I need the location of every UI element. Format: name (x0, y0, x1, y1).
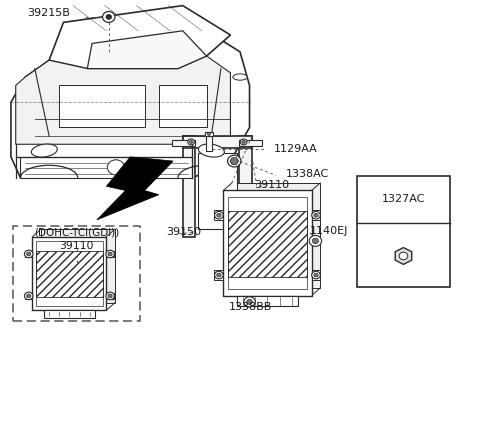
Polygon shape (21, 157, 192, 178)
Bar (204, 132, 213, 136)
Bar (206, 136, 212, 151)
Bar (183, 136, 252, 148)
Bar (223, 190, 312, 296)
Circle shape (247, 299, 252, 305)
Ellipse shape (198, 144, 224, 157)
Bar (232, 183, 320, 288)
Bar (228, 197, 307, 289)
Circle shape (217, 213, 221, 217)
Text: 1140EJ: 1140EJ (310, 226, 348, 236)
Bar (25, 293, 33, 299)
Bar (357, 176, 450, 287)
Circle shape (188, 139, 194, 145)
Polygon shape (87, 31, 206, 69)
Text: 39110: 39110 (60, 241, 94, 251)
Bar (13, 226, 140, 321)
Bar (36, 251, 103, 297)
Circle shape (312, 212, 320, 219)
Polygon shape (16, 56, 230, 144)
Circle shape (106, 292, 114, 299)
Bar (59, 85, 144, 127)
Circle shape (242, 140, 245, 143)
Circle shape (215, 212, 223, 219)
Bar (228, 212, 307, 277)
Text: 1338BB: 1338BB (228, 302, 272, 312)
Bar (41, 229, 115, 303)
Circle shape (106, 250, 114, 258)
Text: 39150: 39150 (166, 228, 201, 237)
Text: 39110: 39110 (254, 180, 289, 190)
Text: (DOHC-TCI(GDI)): (DOHC-TCI(GDI)) (34, 228, 119, 238)
Circle shape (314, 273, 318, 277)
Circle shape (217, 273, 221, 277)
Bar (215, 270, 223, 280)
Circle shape (26, 252, 31, 256)
Circle shape (190, 140, 192, 143)
Circle shape (312, 271, 320, 279)
Circle shape (108, 160, 124, 175)
Text: 39215B: 39215B (28, 8, 71, 18)
Circle shape (26, 294, 31, 298)
Bar (240, 136, 252, 237)
Bar (172, 140, 195, 146)
Bar (159, 85, 206, 127)
Polygon shape (97, 157, 173, 220)
Circle shape (108, 294, 112, 298)
Polygon shape (11, 31, 250, 178)
Circle shape (24, 292, 33, 299)
Bar (33, 237, 107, 310)
Polygon shape (230, 158, 239, 165)
Text: 1129AA: 1129AA (274, 144, 317, 154)
Ellipse shape (31, 144, 57, 157)
Text: 1327AC: 1327AC (382, 194, 425, 204)
Bar (312, 270, 321, 280)
Circle shape (108, 252, 112, 256)
Bar (240, 140, 262, 146)
Bar (183, 136, 195, 237)
Text: 1338AC: 1338AC (286, 169, 330, 179)
Polygon shape (395, 247, 412, 264)
Circle shape (215, 271, 223, 279)
Bar (44, 310, 96, 318)
Bar (36, 241, 103, 306)
Bar (198, 153, 237, 229)
Bar (25, 251, 33, 257)
Circle shape (106, 14, 111, 19)
Bar (215, 211, 223, 220)
Bar (312, 211, 321, 220)
Circle shape (207, 132, 211, 135)
Bar (107, 293, 114, 299)
Circle shape (314, 213, 318, 217)
Circle shape (24, 250, 33, 258)
Circle shape (312, 238, 319, 244)
Bar (107, 251, 114, 257)
Ellipse shape (233, 74, 247, 80)
Polygon shape (49, 5, 230, 69)
Circle shape (228, 155, 241, 167)
Circle shape (309, 236, 322, 246)
Circle shape (103, 11, 115, 22)
Circle shape (399, 252, 408, 260)
Circle shape (240, 139, 247, 145)
Circle shape (244, 297, 255, 307)
Bar (237, 296, 299, 306)
